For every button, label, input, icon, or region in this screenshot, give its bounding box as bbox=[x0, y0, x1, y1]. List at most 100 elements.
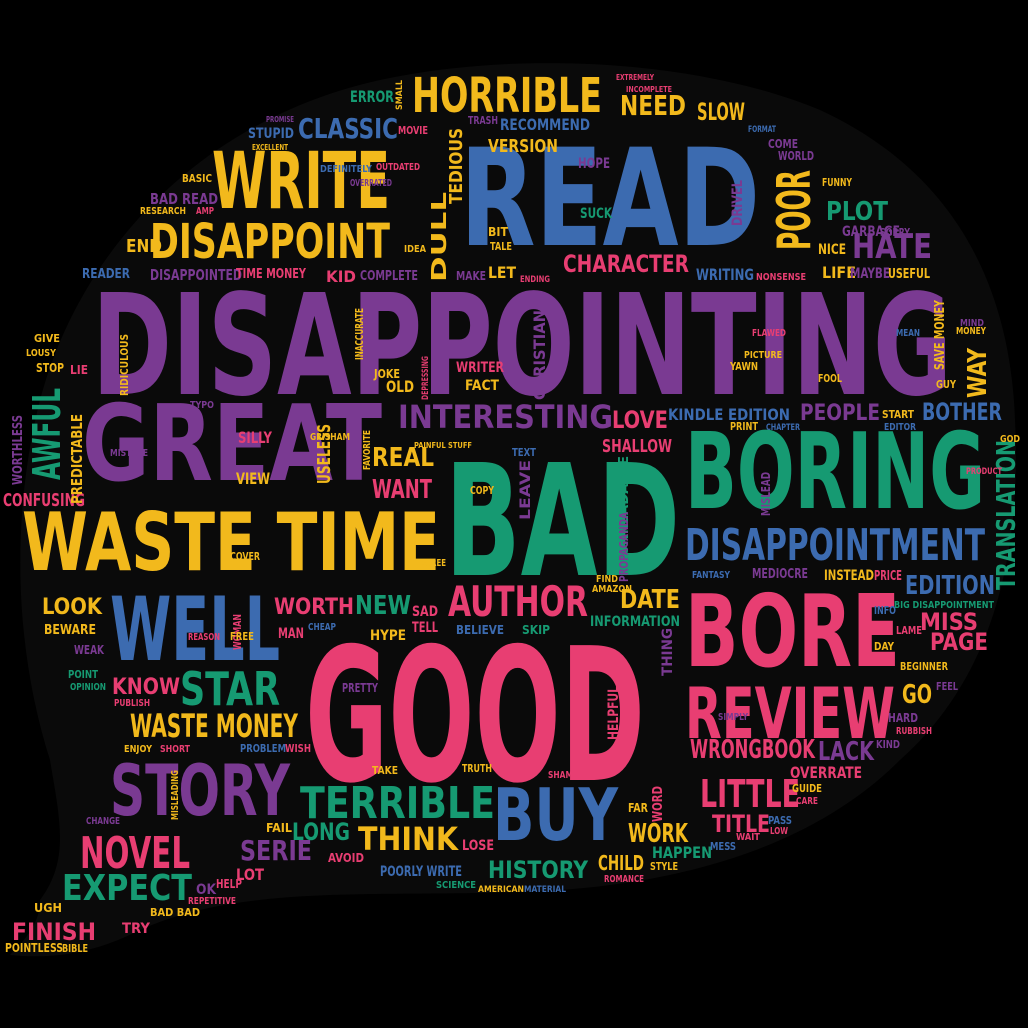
word-hope: HOPE bbox=[578, 156, 610, 172]
word-bit: BIT bbox=[488, 225, 509, 239]
word-writing: WRITING bbox=[696, 265, 754, 284]
word-fool: FOOL bbox=[818, 372, 843, 385]
word-stupid: STUPID bbox=[248, 126, 294, 142]
word-flawed: FLAWED bbox=[752, 328, 786, 339]
word-free: FREE bbox=[230, 630, 254, 643]
word-short: SHORT bbox=[160, 744, 191, 755]
word-misleading: MISLEADING bbox=[170, 770, 181, 820]
word-basic: BASIC bbox=[182, 172, 212, 185]
word-think: THINK bbox=[358, 820, 460, 858]
word-story: STORY bbox=[110, 750, 291, 832]
word-take: TAKE bbox=[372, 764, 398, 777]
word-information: INFORMATION bbox=[590, 614, 680, 630]
word-horrible: HORRIBLE bbox=[412, 68, 602, 124]
word-lie: LIE bbox=[70, 363, 88, 377]
word-instead: INSTEAD bbox=[824, 568, 874, 584]
word-find: FIND bbox=[596, 574, 618, 585]
word-weak: WEAK bbox=[74, 643, 105, 657]
word-write: WRITE bbox=[212, 137, 390, 227]
word-suck: SUCK bbox=[580, 206, 613, 222]
word-happen: HAPPEN bbox=[652, 843, 712, 862]
word-slow: SLOW bbox=[697, 98, 745, 126]
word-outdated: OUTDATED bbox=[376, 162, 420, 173]
word-author: AUTHOR bbox=[448, 577, 588, 626]
word-reason: REASON bbox=[188, 632, 220, 643]
word-movie: MOVIE bbox=[398, 124, 428, 137]
word-joke: JOKE bbox=[373, 367, 400, 381]
word-interesting: INTERESTING bbox=[398, 398, 613, 436]
word-hate: HATE bbox=[852, 227, 932, 267]
word-finish: FINISH bbox=[12, 918, 96, 946]
word-disappointed: DISAPPOINTED bbox=[150, 266, 242, 284]
word-plot: PLOT bbox=[826, 197, 888, 227]
word-editor: EDITOR bbox=[884, 422, 916, 433]
word-tedious: TEDIOUS bbox=[446, 128, 467, 204]
word-silly: SILLY bbox=[238, 428, 272, 447]
word-recommend: RECOMMEND bbox=[500, 115, 590, 134]
word-mediocre: MEDIOCRE bbox=[752, 567, 808, 582]
word-wrongbook: WRONGBOOK bbox=[690, 735, 816, 765]
word-miss: MISS bbox=[920, 608, 978, 636]
word-predictable: PREDICTABLE bbox=[68, 414, 86, 504]
word-chapter: CHAPTER bbox=[766, 423, 801, 433]
word-ok: OK bbox=[196, 882, 217, 898]
word-mind: MIND bbox=[960, 318, 984, 329]
word-maybe: MAYBE bbox=[850, 266, 890, 282]
word-lame: LAME bbox=[896, 624, 922, 637]
word-world: WORLD bbox=[778, 149, 814, 163]
word-disappointing: DISAPPOINTING bbox=[92, 265, 952, 428]
word-nonsense: NONSENSE bbox=[756, 272, 806, 283]
word-unreadable: UNREADABLE bbox=[617, 456, 632, 556]
word-yawn: YAWN bbox=[729, 360, 758, 373]
word-woman: WOMAN bbox=[231, 614, 244, 650]
word-old: OLD bbox=[386, 377, 414, 396]
word-way: WAY bbox=[963, 347, 993, 398]
word-point: POINT bbox=[68, 668, 98, 681]
word-shallow: SHALLOW bbox=[602, 436, 672, 457]
word-confusing: CONFUSING bbox=[3, 490, 85, 511]
word-ending: ENDING bbox=[520, 275, 550, 285]
word-drivel: DRIVEL bbox=[730, 180, 746, 226]
word-let: LET bbox=[488, 263, 516, 282]
word-truth: TRUTH bbox=[462, 762, 492, 775]
word-tale: TALE bbox=[490, 240, 512, 253]
word-cover: COVER bbox=[230, 550, 260, 563]
word-simply: SIMPLY bbox=[718, 712, 748, 723]
word-lose: LOSE bbox=[462, 838, 494, 854]
word-page: PAGE bbox=[930, 628, 988, 656]
word-time-money: TIME MONEY bbox=[236, 267, 306, 282]
word-bother: BOTHER bbox=[922, 398, 1002, 426]
word-feel: FEEL bbox=[936, 680, 959, 693]
word-god: GOD bbox=[1000, 434, 1020, 445]
word-know: KNOW bbox=[112, 675, 180, 700]
word-guy: GUY bbox=[936, 378, 957, 391]
word-mean: MEAN bbox=[896, 328, 920, 339]
word-far: FAR bbox=[628, 801, 649, 815]
word-change: CHANGE bbox=[86, 816, 120, 827]
word-real: REAL bbox=[372, 443, 434, 473]
word-disappoint: DISAPPOINT bbox=[150, 214, 390, 270]
word-print: PRINT bbox=[730, 420, 758, 433]
word-view: VIEW bbox=[236, 469, 270, 488]
word-shame: SHAME bbox=[548, 770, 578, 781]
word-work: WORK bbox=[628, 819, 689, 849]
word-painful: PAINFUL STUFF bbox=[414, 441, 472, 450]
word-picture: PICTURE bbox=[744, 350, 782, 361]
word-boring: BORING bbox=[685, 411, 985, 533]
word-pointless: POINTLESS bbox=[5, 941, 63, 955]
word-publish: PUBLISH bbox=[114, 698, 150, 709]
word-problem: PROBLEM bbox=[240, 742, 286, 755]
word-rubbish: RUBBISH bbox=[896, 726, 932, 737]
word-avoid: AVOID bbox=[328, 851, 364, 865]
word-need: NEED bbox=[620, 89, 686, 122]
word-big-disappointment: BIG DISAPPOINTMENT bbox=[894, 600, 995, 611]
word-poor: POOR bbox=[767, 170, 821, 250]
word-people: PEOPLE bbox=[800, 401, 880, 426]
word-man: MAN bbox=[278, 626, 304, 642]
word-kindle-edition: KINDLE EDITION bbox=[668, 405, 790, 424]
word-try: TRY bbox=[122, 921, 151, 937]
word-helpful: HELPFUL bbox=[606, 686, 622, 740]
word-incomplete: INCOMPLETE bbox=[626, 85, 672, 94]
word-bible: BIBLE bbox=[62, 942, 88, 955]
word-overrate: OVERRATE bbox=[790, 763, 862, 782]
